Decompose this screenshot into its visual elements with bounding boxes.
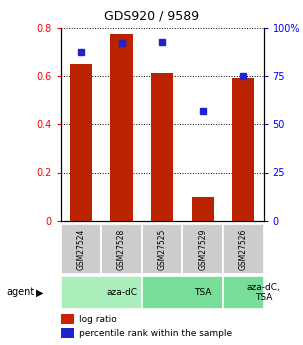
Text: log ratio: log ratio bbox=[79, 315, 117, 324]
Text: ▶: ▶ bbox=[36, 287, 43, 297]
Bar bbox=[232, 78, 255, 221]
Bar bbox=[151, 73, 173, 221]
Bar bbox=[182, 224, 223, 274]
Bar bbox=[61, 224, 101, 274]
Bar bbox=[61, 328, 74, 338]
Text: aza-dC,
TSA: aza-dC, TSA bbox=[247, 283, 281, 302]
Bar bbox=[223, 224, 264, 274]
Bar bbox=[142, 276, 223, 309]
Bar bbox=[191, 197, 214, 221]
Bar bbox=[223, 276, 264, 309]
Text: GSM27526: GSM27526 bbox=[239, 229, 248, 270]
Bar bbox=[61, 314, 74, 324]
Bar bbox=[101, 224, 142, 274]
Text: GSM27524: GSM27524 bbox=[76, 229, 85, 270]
Text: GSM27529: GSM27529 bbox=[198, 229, 207, 270]
Text: GDS920 / 9589: GDS920 / 9589 bbox=[104, 9, 199, 22]
Text: GSM27528: GSM27528 bbox=[117, 229, 126, 270]
Bar bbox=[142, 224, 182, 274]
Bar bbox=[70, 64, 92, 221]
Bar bbox=[61, 276, 142, 309]
Text: aza-dC: aza-dC bbox=[106, 288, 137, 297]
Text: percentile rank within the sample: percentile rank within the sample bbox=[79, 328, 232, 337]
Text: GSM27525: GSM27525 bbox=[158, 229, 167, 270]
Bar bbox=[110, 33, 133, 221]
Text: agent: agent bbox=[6, 287, 34, 297]
Text: TSA: TSA bbox=[194, 288, 211, 297]
